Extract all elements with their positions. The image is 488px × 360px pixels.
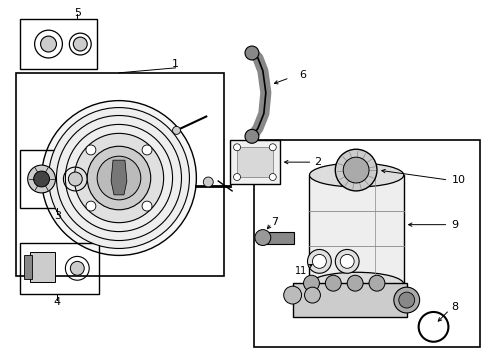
Bar <box>16 73 224 276</box>
Text: 8: 8 <box>450 302 458 312</box>
Circle shape <box>86 201 96 211</box>
Circle shape <box>393 287 419 313</box>
Circle shape <box>68 172 82 186</box>
Circle shape <box>172 126 180 134</box>
Bar <box>309 175 403 284</box>
Circle shape <box>142 201 152 211</box>
Circle shape <box>343 157 368 183</box>
Text: 11: 11 <box>295 266 307 276</box>
Bar <box>20 243 99 294</box>
Circle shape <box>269 174 276 180</box>
Circle shape <box>335 149 376 191</box>
Text: 5: 5 <box>74 8 81 18</box>
Bar <box>237 147 272 177</box>
Text: 3: 3 <box>54 211 61 221</box>
Text: 6: 6 <box>299 70 306 80</box>
Circle shape <box>304 287 320 303</box>
Circle shape <box>34 171 49 187</box>
Text: 9: 9 <box>450 220 458 230</box>
Text: 7: 7 <box>270 217 277 227</box>
Circle shape <box>335 249 358 273</box>
Circle shape <box>142 145 152 155</box>
Circle shape <box>87 146 150 210</box>
Text: 1: 1 <box>172 59 179 69</box>
Circle shape <box>233 174 240 180</box>
Polygon shape <box>111 160 127 195</box>
Circle shape <box>74 133 163 223</box>
Circle shape <box>244 46 258 60</box>
Ellipse shape <box>309 163 403 187</box>
Circle shape <box>325 275 341 291</box>
Bar <box>24 255 32 279</box>
Circle shape <box>41 36 56 52</box>
Circle shape <box>312 255 325 268</box>
Circle shape <box>86 145 96 155</box>
Bar <box>292 283 406 317</box>
Circle shape <box>346 275 362 291</box>
Circle shape <box>244 129 258 143</box>
Bar <box>253 140 479 347</box>
Text: 4: 4 <box>54 297 61 307</box>
Bar <box>20 19 97 69</box>
Circle shape <box>233 144 240 151</box>
Circle shape <box>70 261 84 275</box>
Circle shape <box>97 156 141 200</box>
Circle shape <box>269 144 276 151</box>
Ellipse shape <box>309 272 403 296</box>
Circle shape <box>368 275 384 291</box>
Circle shape <box>340 255 353 268</box>
Circle shape <box>254 230 270 246</box>
Bar <box>30 252 55 282</box>
Text: 2: 2 <box>314 157 321 167</box>
Circle shape <box>41 100 196 255</box>
Bar <box>20 150 99 208</box>
Circle shape <box>283 286 301 304</box>
Bar <box>230 140 279 184</box>
Circle shape <box>303 275 319 291</box>
Circle shape <box>73 37 87 51</box>
Circle shape <box>28 165 55 193</box>
Circle shape <box>48 108 189 248</box>
Bar <box>257 231 293 244</box>
Circle shape <box>203 177 213 187</box>
Circle shape <box>398 292 414 308</box>
Circle shape <box>307 249 331 273</box>
Text: 10: 10 <box>450 175 465 185</box>
